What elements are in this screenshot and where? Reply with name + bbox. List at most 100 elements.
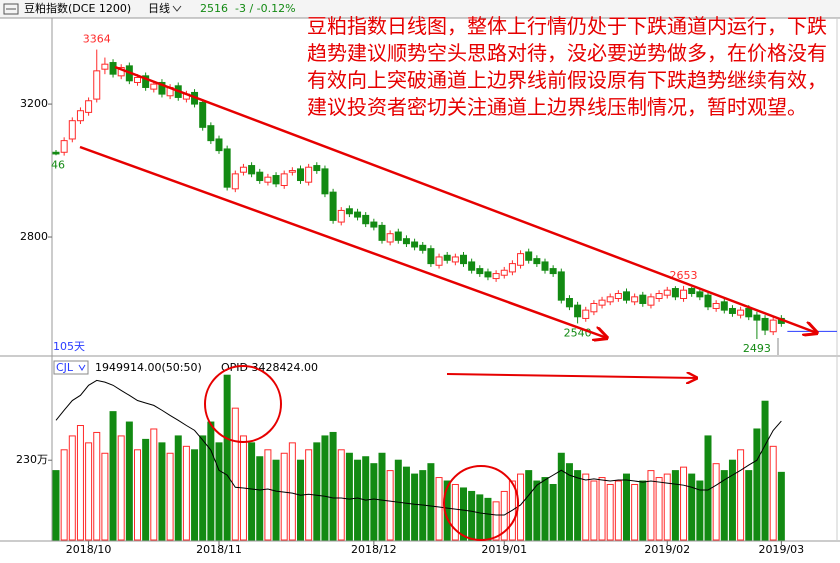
candle-body: [671, 288, 679, 298]
candle-body: [215, 138, 223, 152]
volume-bar: [557, 452, 565, 541]
volume-bar: [761, 400, 769, 541]
candle-body: [239, 166, 247, 173]
candle-body: [231, 173, 239, 190]
oi-readout: OPID 3428424.00: [221, 361, 318, 374]
candle-body: [460, 254, 467, 265]
volume-bar: [655, 477, 663, 541]
candle-body: [134, 76, 141, 83]
open-interest-line: [55, 379, 782, 516]
volume-bar: [525, 470, 533, 541]
period[interactable]: 日线: [148, 1, 170, 15]
candle-body: [76, 110, 84, 122]
candle-body: [737, 309, 745, 316]
volume-bar: [443, 480, 451, 541]
period-chevron: [172, 5, 182, 12]
candle-body: [305, 166, 313, 183]
candle-body: [753, 314, 761, 321]
menu-icon[interactable]: [3, 3, 19, 15]
volume-bar: [101, 452, 109, 541]
candle-body: [712, 302, 720, 309]
x-tick-label: 2018/11: [196, 543, 242, 556]
candle-body: [345, 208, 353, 215]
volume-bar: [606, 483, 614, 541]
candle-body: [598, 299, 606, 306]
candle-body: [508, 263, 516, 273]
candle-body: [297, 168, 304, 182]
candle-body: [125, 65, 133, 82]
candle-body: [541, 261, 549, 271]
candle-body: [85, 100, 93, 113]
candle-body: [728, 307, 736, 314]
candle-body: [435, 256, 443, 266]
volume-bar: [386, 470, 394, 541]
volume-bar: [769, 445, 777, 541]
volume-bar: [574, 470, 582, 541]
candle-body: [680, 289, 688, 300]
volume-bar: [215, 442, 223, 541]
candle-body: [704, 294, 712, 308]
volume-bar: [85, 442, 93, 541]
candle-body: [484, 271, 492, 278]
y2-tick-label: 230万: [16, 453, 48, 466]
candle-body: [590, 302, 598, 313]
volume-bar: [549, 483, 557, 541]
indicator-chevron: [78, 364, 86, 371]
candle-body: [248, 165, 256, 175]
volume-bar: [696, 480, 704, 541]
candle-body: [557, 271, 565, 301]
volume-bar: [460, 487, 467, 541]
candle-body: [402, 238, 410, 245]
candle-body: [117, 67, 125, 77]
indicator-select[interactable]: [53, 360, 89, 375]
candle-body: [182, 93, 190, 100]
candle-body: [492, 273, 500, 280]
volume-bar: [76, 425, 84, 541]
volume-bar: [329, 431, 337, 541]
volume-bar: [142, 438, 150, 541]
candle-body: [565, 298, 573, 308]
candle-body: [199, 101, 207, 128]
volume-bar: [313, 442, 321, 541]
volume-bar: [688, 473, 696, 541]
y-tick-label: 3200: [20, 97, 48, 110]
candle-body: [288, 170, 296, 173]
volume-bar: [297, 459, 304, 541]
candle-body: [101, 63, 109, 70]
volume-bar: [280, 452, 288, 541]
candle-body: [696, 291, 704, 298]
candle-body: [647, 296, 655, 306]
volume-bar: [264, 449, 272, 541]
candle-body: [419, 244, 427, 251]
volume-bar: [223, 374, 231, 541]
candle-body: [354, 211, 362, 218]
volume-bar: [614, 480, 622, 541]
volume-bar: [256, 456, 264, 541]
candle-body: [93, 70, 101, 100]
volume-bar: [134, 449, 141, 541]
volume-bar: [777, 471, 785, 541]
volume-bar: [345, 452, 353, 541]
candle-body: [761, 317, 769, 331]
candle-body: [688, 288, 696, 295]
volume-bar: [631, 483, 639, 541]
volume-bar: [60, 449, 68, 541]
candle-body: [614, 293, 622, 300]
candle-body: [720, 301, 728, 311]
x-tick-label: 2018/12: [351, 543, 397, 556]
candle-body: [451, 256, 459, 263]
candle-body: [427, 248, 435, 265]
candle-body: [663, 289, 671, 296]
candle-body: [264, 176, 272, 183]
candle-body: [769, 319, 777, 333]
volume-bar: [231, 407, 239, 541]
volume-bar: [362, 456, 370, 541]
volume-bar: [207, 421, 215, 541]
candle-body: [313, 165, 321, 172]
candle-body: [223, 148, 231, 188]
candle-body: [394, 231, 402, 241]
volume-bar: [500, 490, 508, 541]
candle-body: [623, 291, 630, 301]
extreme-label: 3364: [83, 33, 111, 46]
